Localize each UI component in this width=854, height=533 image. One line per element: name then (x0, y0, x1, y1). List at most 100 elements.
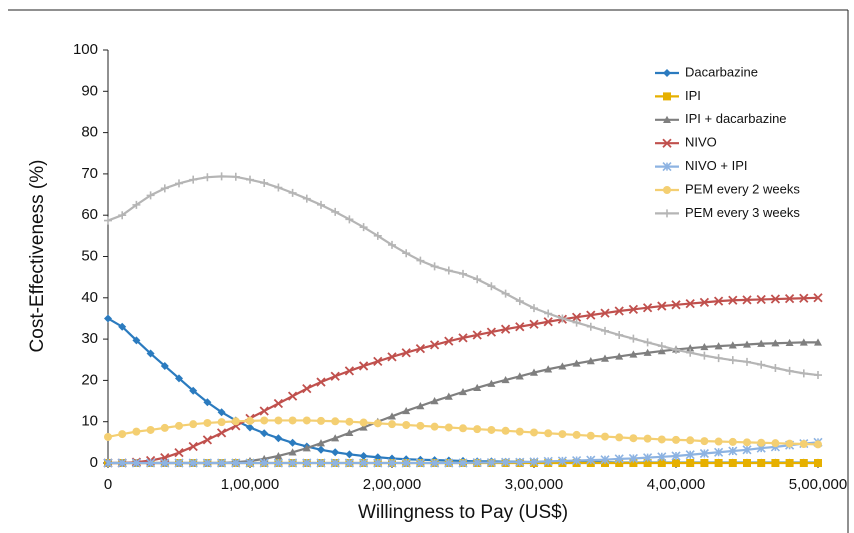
point-marker (317, 439, 325, 447)
legend-marker (663, 115, 671, 123)
point-marker (686, 459, 695, 467)
point-marker (601, 354, 609, 362)
point-marker (728, 446, 738, 456)
point-marker (217, 418, 226, 427)
point-marker (458, 333, 468, 343)
point-marker (600, 455, 610, 465)
point-marker (771, 364, 780, 373)
point-marker (444, 458, 454, 468)
point-marker (132, 336, 141, 345)
point-marker (743, 438, 751, 447)
point-marker (728, 459, 737, 467)
point-marker (160, 184, 169, 193)
point-marker (657, 459, 666, 467)
point-marker (287, 391, 298, 401)
point-marker (189, 175, 198, 184)
point-marker (572, 455, 582, 466)
point-marker (601, 326, 609, 335)
point-marker (146, 349, 155, 358)
point-marker (359, 418, 368, 427)
point-marker (699, 448, 709, 459)
legend-marker (663, 69, 671, 77)
point-marker (131, 458, 141, 468)
point-marker (387, 458, 397, 468)
y-tick-label: 40 (81, 289, 98, 306)
point-marker (302, 384, 312, 394)
point-marker (117, 458, 127, 468)
point-marker (415, 343, 426, 354)
point-marker (543, 317, 553, 327)
point-marker (530, 368, 538, 376)
point-marker (175, 179, 183, 188)
point-marker (642, 303, 653, 313)
point-marker (317, 445, 325, 454)
point-marker (344, 458, 354, 468)
point-marker (274, 416, 283, 425)
point-marker (459, 424, 467, 433)
point-marker (331, 434, 340, 442)
point-marker (515, 322, 525, 332)
point-marker (344, 366, 355, 376)
point-marker (174, 448, 184, 458)
point-marker (714, 459, 723, 467)
point-marker (473, 275, 482, 284)
legend-label: IPI (685, 88, 701, 103)
point-marker (118, 211, 127, 220)
point-marker (629, 334, 638, 343)
point-marker (430, 397, 439, 405)
point-marker (429, 340, 440, 350)
point-marker (430, 262, 439, 271)
y-axis-label: Cost-Effectiveness (%) (27, 160, 48, 353)
point-marker (118, 430, 127, 439)
point-marker (529, 319, 539, 329)
point-marker (359, 458, 369, 468)
point-marker (416, 421, 425, 430)
point-marker (672, 345, 680, 354)
x-tick-label: 0 (104, 476, 112, 493)
point-marker (430, 422, 439, 431)
point-marker (615, 433, 624, 442)
point-marker (160, 423, 169, 432)
series-line (108, 341, 818, 465)
point-marker (330, 371, 340, 381)
point-marker (614, 306, 624, 316)
point-marker (331, 417, 340, 426)
point-marker (388, 412, 396, 420)
point-marker (260, 416, 269, 425)
point-marker (259, 406, 269, 416)
point-marker (203, 173, 212, 182)
point-marker (757, 360, 766, 369)
point-marker (359, 223, 368, 232)
point-marker (572, 318, 581, 327)
point-marker (487, 282, 496, 291)
point-marker (288, 188, 297, 197)
point-marker (770, 294, 781, 304)
point-marker (784, 293, 795, 304)
point-marker (728, 356, 737, 365)
point-marker (643, 348, 652, 356)
point-marker (402, 421, 411, 430)
point-marker (273, 458, 283, 468)
point-marker (331, 448, 340, 457)
point-marker (558, 430, 567, 439)
point-marker (530, 304, 538, 313)
point-marker (543, 456, 553, 466)
point-marker (628, 304, 639, 315)
point-marker (459, 269, 467, 278)
point-marker (160, 361, 169, 370)
point-marker (785, 439, 794, 448)
point-marker (586, 431, 595, 440)
point-marker (246, 423, 254, 432)
point-marker (756, 294, 766, 305)
point-marker (728, 437, 737, 446)
point-marker (415, 458, 425, 468)
point-marker (700, 351, 709, 360)
point-marker (685, 450, 695, 460)
point-marker (686, 344, 695, 352)
legend-marker (662, 138, 672, 148)
point-marker (458, 458, 468, 468)
point-marker (373, 419, 382, 428)
point-marker (814, 440, 822, 449)
point-marker (785, 366, 794, 375)
point-marker (515, 297, 524, 306)
